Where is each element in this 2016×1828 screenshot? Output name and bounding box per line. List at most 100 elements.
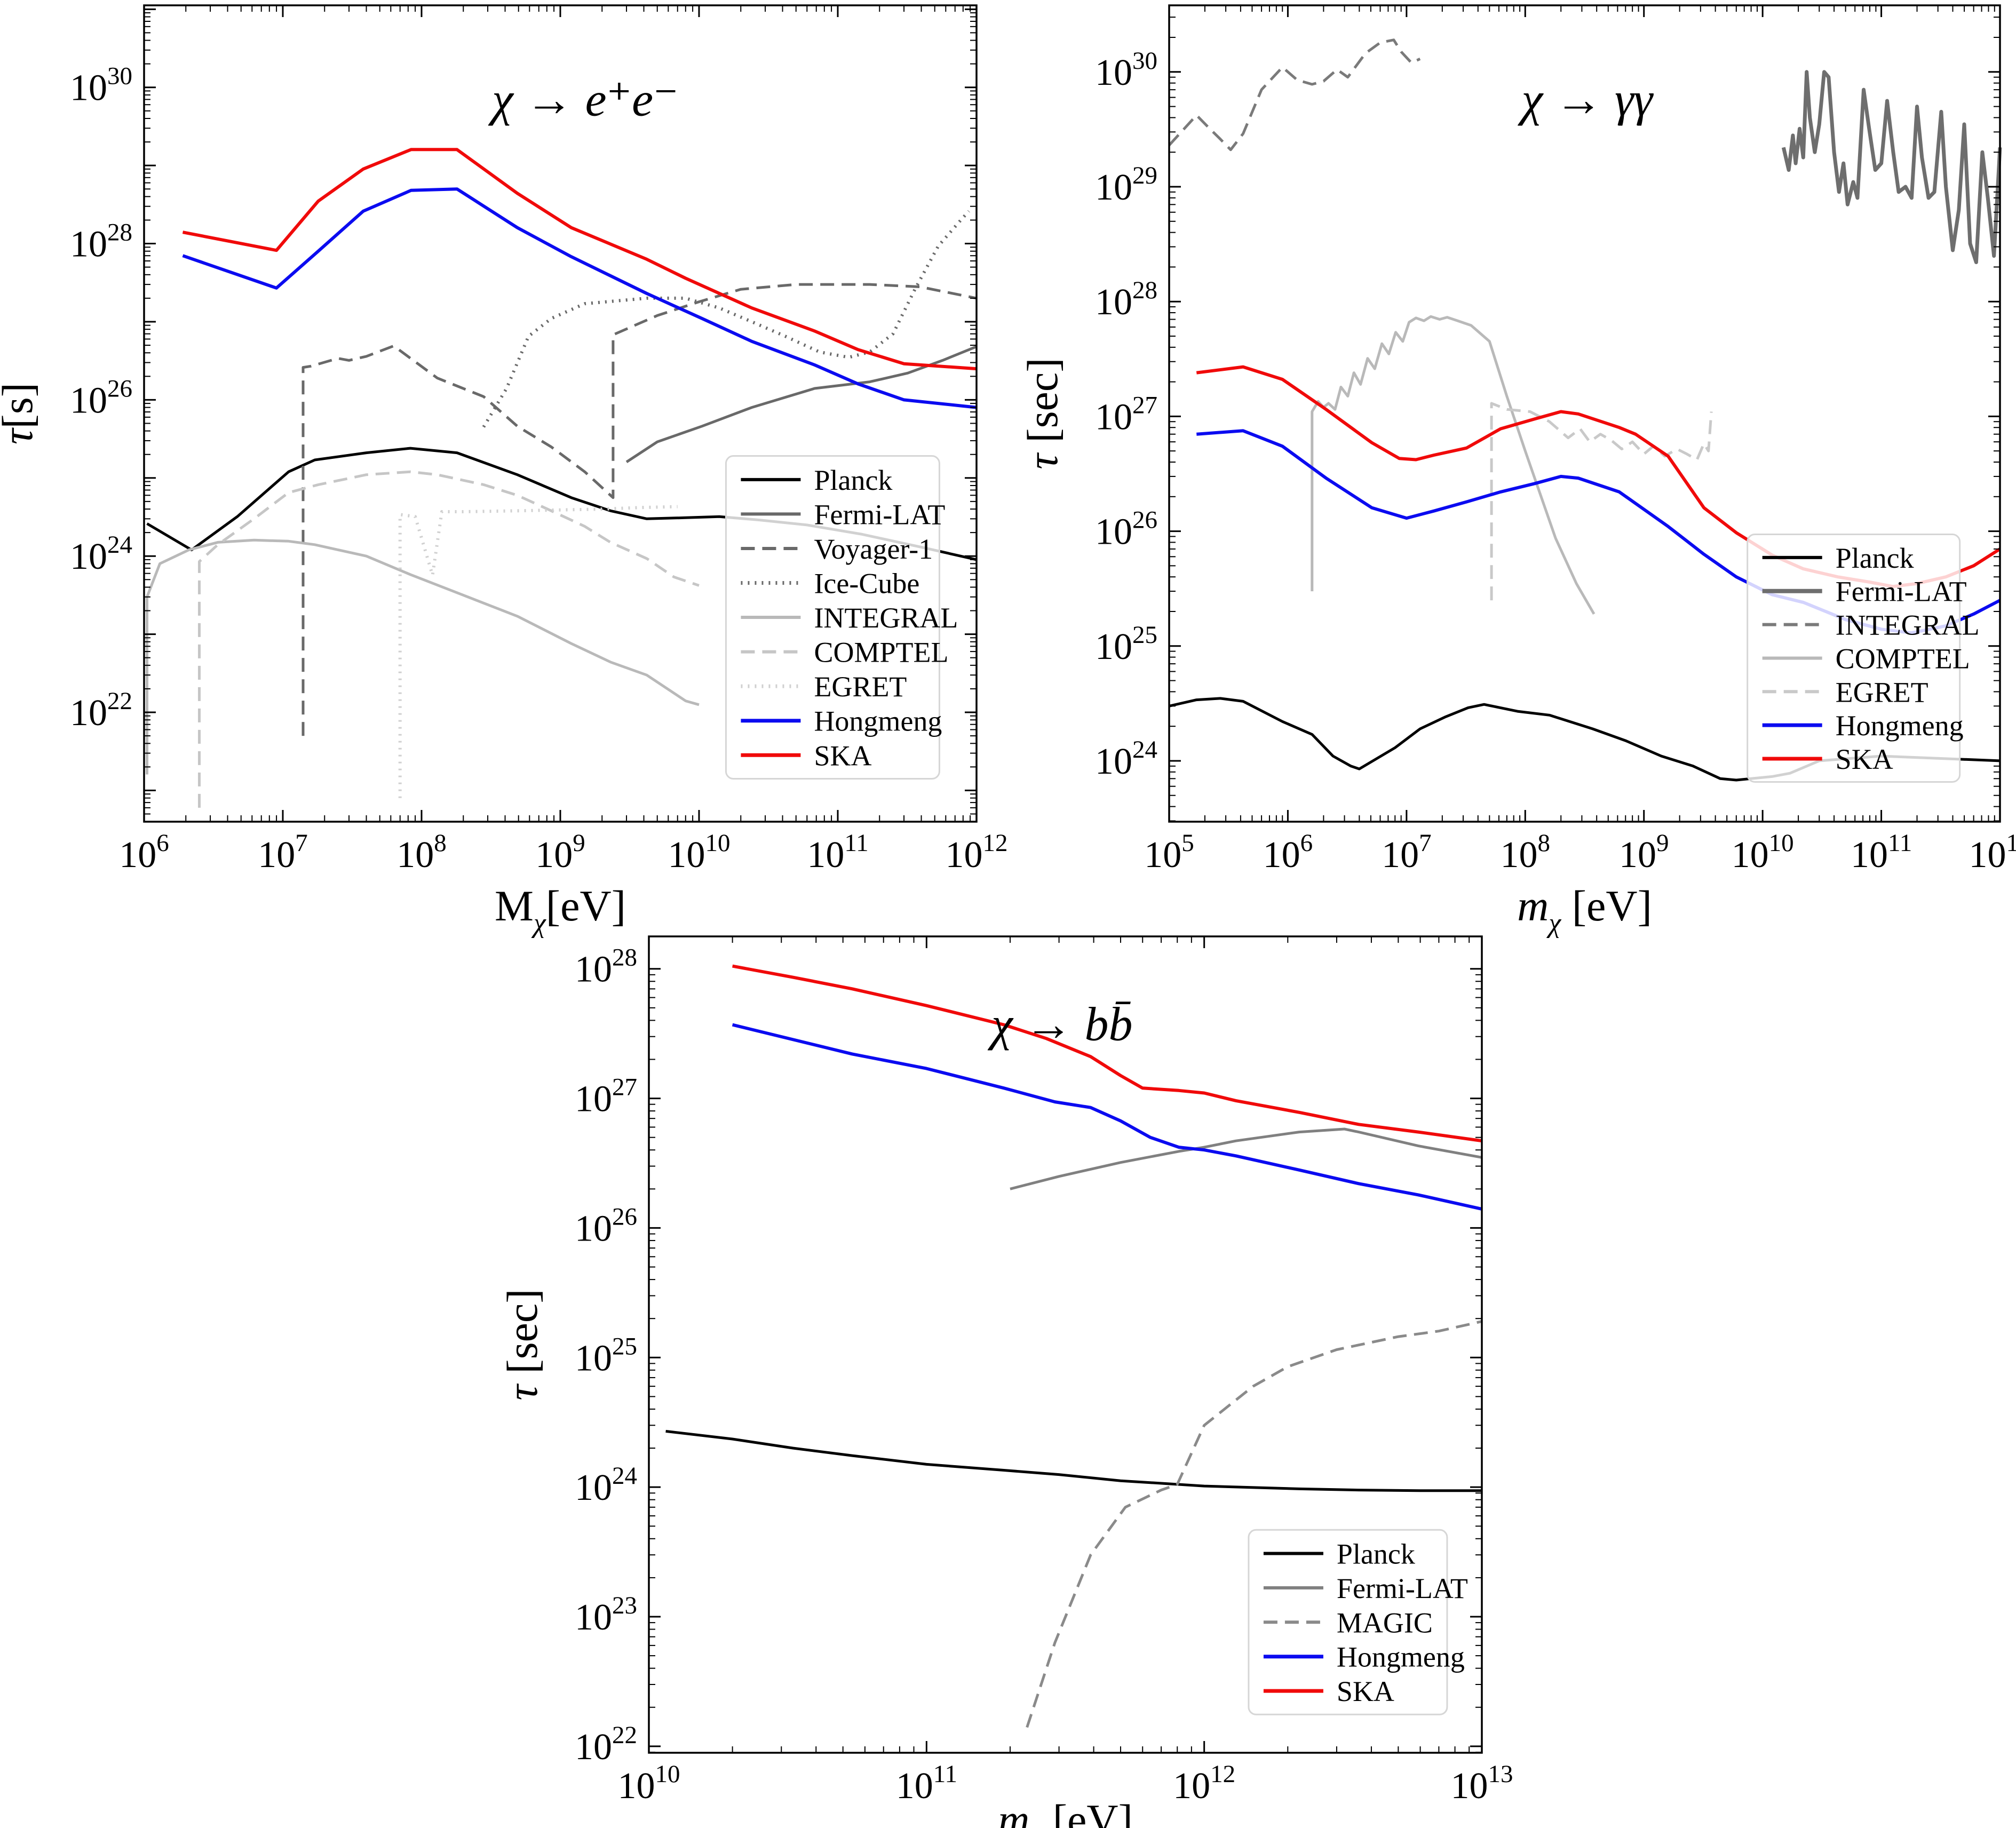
legend-item-comptel: COMPTEL <box>1762 642 1970 674</box>
legend-label: SKA <box>1836 743 1893 775</box>
y-tick-label: 1023 <box>575 1592 637 1638</box>
plot-ee: 106 107 108 109 1010 1011 1012 1022 1024 1026 1028… <box>0 4 1008 939</box>
x-tick-label: 1011 <box>807 829 868 876</box>
x-tick-label: 109 <box>1619 829 1669 876</box>
y-tick-label: 1027 <box>575 1074 637 1120</box>
series-group <box>665 964 1482 1728</box>
x-tick-label: 105 <box>1144 829 1194 876</box>
legend-item-ska: SKA <box>741 740 871 772</box>
legend-item-fermi-lat: Fermi-LAT <box>741 498 945 530</box>
y-tick-label: 1026 <box>575 1203 637 1249</box>
legend-label: Hongmeng <box>1836 710 1964 742</box>
series-ice-cube <box>482 210 970 428</box>
legend-label: SKA <box>1337 1675 1394 1707</box>
y-tick-label: 1028 <box>70 219 132 265</box>
legend-item-ice-cube: Ice-Cube <box>741 568 919 600</box>
plot-title: χ → γγ <box>1517 74 1654 126</box>
series-comptel <box>198 470 700 808</box>
x-tick-label: 108 <box>1501 829 1551 876</box>
legend-item-hongmeng: Hongmeng <box>741 705 942 737</box>
legend-item-planck: Planck <box>1263 1538 1415 1570</box>
legend-label: Fermi-LAT <box>814 498 945 530</box>
legend-item-planck: Planck <box>741 464 892 496</box>
legend: PlanckFermi-LATVoyager-1Ice-CubeINTEGRAL… <box>725 455 958 780</box>
series-comptel <box>1311 315 1596 615</box>
legend-label: EGRET <box>814 671 907 703</box>
y-tick-label: 1022 <box>575 1721 637 1768</box>
x-tick-label: 107 <box>1382 829 1432 876</box>
legend-item-planck: Planck <box>1762 542 1914 574</box>
series-group <box>146 148 977 808</box>
plot-title: χ → e⁺e⁻ <box>488 74 679 126</box>
y-tick-label: 1030 <box>70 62 132 109</box>
x-tick-label: 1013 <box>1451 1760 1513 1807</box>
series-ska <box>732 964 1482 1143</box>
y-axis-label: τ [sec] <box>1018 357 1067 469</box>
plot-bb: 1010 1011 1012 1013 1022 1023 1024 1025 1026 1027… <box>498 935 1513 1828</box>
y-tick-label: 1029 <box>1095 162 1157 208</box>
series-hongmeng <box>182 187 977 409</box>
y-tick-label: 1022 <box>70 687 132 734</box>
plot-gg: 105 106 107 108 109 1010 1011 1012 1024 1025 1026 1… <box>1018 4 2016 939</box>
x-tick-label: 109 <box>535 829 585 876</box>
legend-item-ska: SKA <box>1762 743 1893 775</box>
x-axis-label: mχ [eV] <box>1517 881 1652 939</box>
x-tick-label: 1012 <box>1173 1760 1235 1807</box>
legend-item-fermi-lat: Fermi-LAT <box>1762 576 1967 608</box>
series-fermi-lat <box>1010 1127 1482 1190</box>
y-tick-label: 1024 <box>70 531 132 577</box>
legend-item-egret: EGRET <box>1762 676 1928 708</box>
legend-label: Planck <box>1836 542 1914 574</box>
series-fermi-lat <box>1781 70 2002 264</box>
series-integral <box>1169 38 1421 152</box>
axes-spines <box>1168 4 2001 823</box>
legend-label: Hongmeng <box>814 705 942 737</box>
ticks <box>1168 5 2001 822</box>
legend-item-voyager-1: Voyager-1 <box>741 533 933 565</box>
x-tick-label: 106 <box>1263 829 1313 876</box>
x-tick-label: 107 <box>258 829 308 876</box>
series-planck <box>665 1429 1482 1492</box>
legend-item-hongmeng: Hongmeng <box>1762 710 1964 742</box>
legend-item-fermi-lat: Fermi-LAT <box>1263 1572 1468 1604</box>
legend-item-integral: INTEGRAL <box>741 602 958 634</box>
y-axis-label: τ [sec] <box>498 1289 546 1400</box>
legend-label: Fermi-LAT <box>1836 576 1967 608</box>
y-tick-label: 1024 <box>575 1462 637 1508</box>
x-tick-label: 106 <box>119 829 169 876</box>
y-tick-label: 1024 <box>1095 736 1157 782</box>
x-tick-label: 108 <box>396 829 447 876</box>
y-axis-label: τ[s] <box>0 383 42 444</box>
x-tick-label: 1012 <box>946 829 1008 876</box>
legend-label: Planck <box>814 464 892 496</box>
series-voyager-1 <box>301 283 977 736</box>
legend-label: Ice-Cube <box>814 568 919 600</box>
series-ska <box>182 148 977 371</box>
axes-spines <box>648 935 1483 1754</box>
legend-item-magic: MAGIC <box>1263 1607 1433 1639</box>
y-tick-label: 1028 <box>575 944 637 990</box>
y-tick-label: 1027 <box>1095 391 1157 438</box>
y-tick-label: 1025 <box>575 1332 637 1379</box>
x-tick-label: 1012 <box>1969 829 2016 876</box>
legend-label: INTEGRAL <box>1836 609 1980 641</box>
plot-title: χ → bb̄ <box>987 998 1133 1051</box>
legend-label: Voyager-1 <box>814 533 933 565</box>
legend-item-integral: INTEGRAL <box>1762 609 1980 641</box>
y-tick-label: 1025 <box>1095 621 1157 667</box>
legend-box <box>725 455 940 780</box>
series-magic <box>1026 1320 1482 1728</box>
legend-label: SKA <box>814 740 871 772</box>
legend-item-comptel: COMPTEL <box>741 637 948 669</box>
y-tick-label: 1030 <box>1095 47 1157 93</box>
ticks <box>143 5 978 822</box>
legend-label: Planck <box>1337 1538 1415 1570</box>
legend-item-hongmeng: Hongmeng <box>1263 1641 1465 1673</box>
y-tick-label: 1028 <box>1095 276 1157 323</box>
series-egret <box>1490 402 1713 601</box>
legend-label: EGRET <box>1836 676 1928 708</box>
legend: PlanckFermi-LATINTEGRALCOMPTELEGRETHongm… <box>1747 533 1980 783</box>
y-tick-label: 1026 <box>70 375 132 421</box>
